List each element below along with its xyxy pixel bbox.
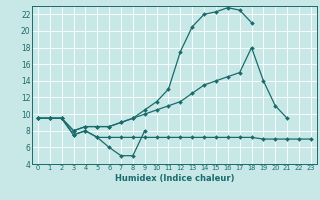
X-axis label: Humidex (Indice chaleur): Humidex (Indice chaleur) xyxy=(115,174,234,183)
